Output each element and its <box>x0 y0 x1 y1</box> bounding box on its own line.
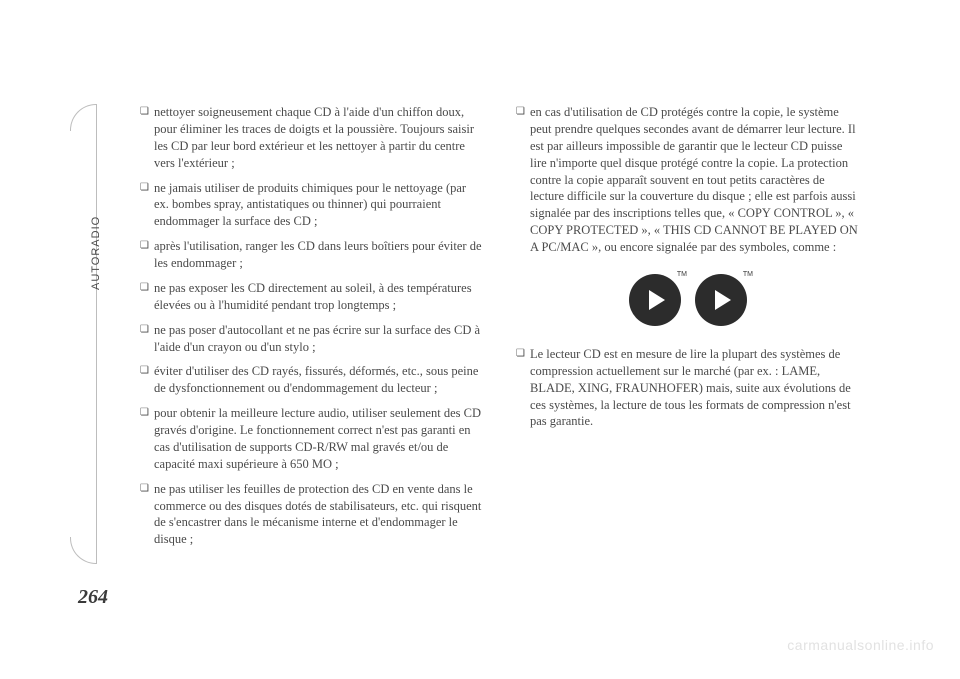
disc-play-icon: TM <box>695 274 747 326</box>
section-label: AUTORADIO <box>90 216 102 290</box>
list-item: ne jamais utiliser de produits chimiques… <box>140 180 484 231</box>
list-item: nettoyer soigneusement chaque CD à l'aid… <box>140 104 484 172</box>
watermark: carmanualsonline.info <box>787 637 934 653</box>
page-number: 264 <box>78 586 108 609</box>
list-item: ne pas exposer les CD directement au sol… <box>140 280 484 314</box>
list-item: en cas d'utilisation de CD protégés cont… <box>516 104 860 256</box>
list-item: éviter d'utiliser des CD rayés, fissurés… <box>140 363 484 397</box>
side-border <box>96 104 97 564</box>
page: AUTORADIO nettoyer soigneusement chaque … <box>0 0 960 679</box>
disc-play-icon: TM <box>629 274 681 326</box>
trademark-label: TM <box>743 270 753 279</box>
left-column: nettoyer soigneusement chaque CD à l'aid… <box>140 104 484 556</box>
content-area: nettoyer soigneusement chaque CD à l'aid… <box>140 104 860 556</box>
list-item: Le lecteur CD est en mesure de lire la p… <box>516 346 860 430</box>
list-item: ne pas utiliser les feuilles de protecti… <box>140 481 484 549</box>
list-item: pour obtenir la meilleure lecture audio,… <box>140 405 484 473</box>
trademark-label: TM <box>677 270 687 279</box>
list-left: nettoyer soigneusement chaque CD à l'aid… <box>140 104 484 548</box>
list-item: après l'utilisation, ranger les CD dans … <box>140 238 484 272</box>
right-column: en cas d'utilisation de CD protégés cont… <box>516 104 860 556</box>
list-item: ne pas poser d'autocollant et ne pas écr… <box>140 322 484 356</box>
copy-protection-icons: TM TM <box>516 274 860 326</box>
list-right-top: en cas d'utilisation de CD protégés cont… <box>516 104 860 256</box>
list-right-bottom: Le lecteur CD est en mesure de lire la p… <box>516 346 860 430</box>
